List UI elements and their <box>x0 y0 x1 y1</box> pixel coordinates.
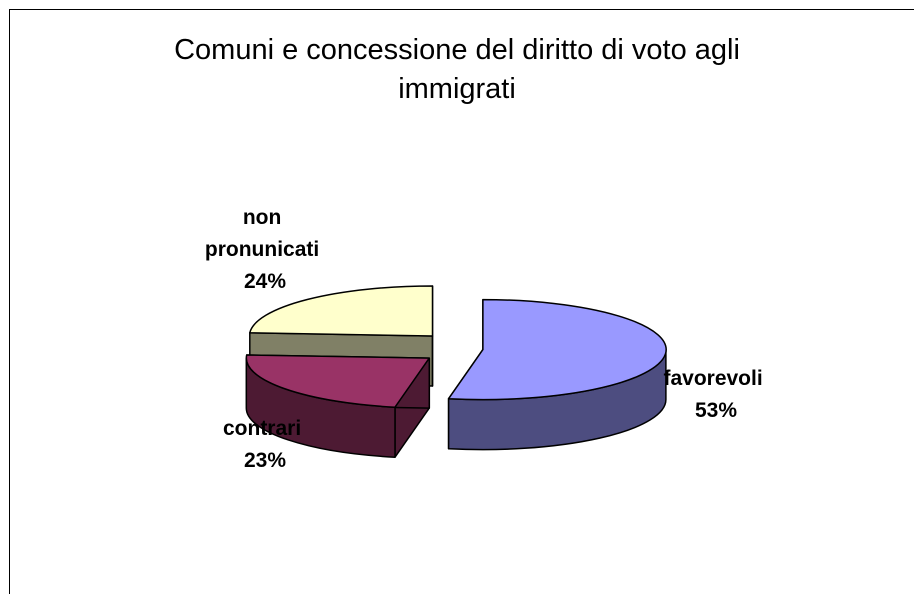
pie-slice-1 <box>245 354 431 458</box>
slice-label-favorevoli-value: 53% <box>695 399 737 422</box>
slice-label-favorevoli-name: favorevoli <box>663 367 762 390</box>
pie-slice-0-top <box>447 298 667 401</box>
slice-label-contrari-value: 23% <box>244 449 286 472</box>
slice-label-non-pronunicati-name-1: non <box>243 206 281 229</box>
slice-label-non-pronunicati-value: 24% <box>244 270 286 293</box>
slice-label-contrari-name: contrari <box>223 417 301 440</box>
chart-title-line-2: immigrati <box>398 73 516 105</box>
slice-label-non-pronunicati: non pronunicati 24% <box>205 206 325 293</box>
slice-label-contrari: contrari 23% <box>223 417 307 472</box>
chart-frame <box>9 9 914 594</box>
chart-title: Comuni e concessione del diritto di voto… <box>0 31 914 109</box>
pie-slice-1-top <box>245 354 431 408</box>
pie-slice-2-top <box>249 285 434 337</box>
slice-label-non-pronunicati-name-2: pronunicati <box>205 238 319 261</box>
slice-label-favorevoli: favorevoli 53% <box>663 367 768 422</box>
chart-title-line-1: Comuni e concessione del diritto di voto… <box>174 34 740 66</box>
pie-slice-0 <box>447 298 667 451</box>
slices-layer <box>245 285 667 458</box>
